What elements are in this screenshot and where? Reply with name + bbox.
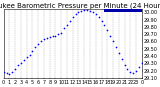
- Point: [112, 41, 114, 42]
- Point: [126, 68, 129, 70]
- Point: [28, 54, 31, 55]
- Point: [48, 36, 51, 38]
- Title: Milwaukee Barometric Pressure per Minute (24 Hours): Milwaukee Barometric Pressure per Minute…: [0, 2, 160, 9]
- Point: [77, 12, 80, 13]
- Point: [11, 71, 14, 73]
- Point: [60, 32, 63, 33]
- Point: [72, 17, 74, 18]
- Point: [74, 14, 77, 15]
- Point: [14, 68, 16, 70]
- Point: [66, 24, 68, 25]
- Point: [123, 64, 126, 65]
- Point: [129, 71, 132, 73]
- Point: [138, 66, 140, 68]
- Point: [17, 65, 19, 66]
- Point: [95, 14, 97, 15]
- Point: [109, 35, 112, 36]
- Point: [118, 52, 120, 54]
- Point: [92, 12, 94, 13]
- Point: [57, 33, 60, 35]
- Point: [120, 58, 123, 60]
- Point: [8, 74, 11, 75]
- Point: [89, 10, 91, 11]
- Point: [69, 20, 71, 22]
- Point: [103, 25, 106, 26]
- Point: [40, 41, 42, 42]
- Point: [37, 43, 40, 44]
- Point: [54, 35, 57, 36]
- Point: [23, 60, 25, 61]
- Point: [2, 71, 5, 73]
- Point: [140, 63, 143, 64]
- Point: [80, 10, 83, 11]
- Point: [100, 20, 103, 22]
- Point: [25, 57, 28, 58]
- FancyBboxPatch shape: [104, 9, 142, 12]
- Point: [115, 47, 117, 48]
- Point: [97, 17, 100, 18]
- Point: [20, 63, 22, 64]
- Point: [135, 70, 137, 71]
- Point: [106, 30, 109, 31]
- Point: [132, 73, 134, 74]
- Point: [51, 36, 54, 37]
- Point: [86, 9, 88, 11]
- Point: [5, 73, 8, 74]
- Point: [83, 9, 86, 11]
- Point: [46, 37, 48, 38]
- Point: [63, 28, 65, 29]
- Point: [34, 47, 37, 48]
- Point: [31, 50, 34, 52]
- Point: [43, 39, 45, 40]
